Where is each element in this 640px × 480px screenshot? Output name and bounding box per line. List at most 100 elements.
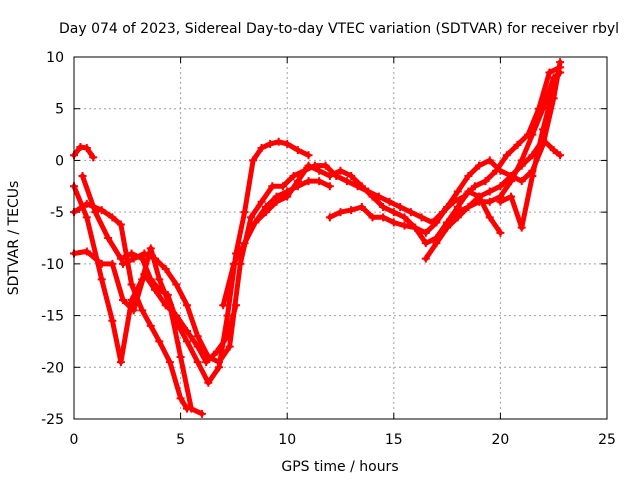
data-point-marker [464, 187, 473, 196]
data-point-marker [496, 166, 505, 175]
series-arc1 [70, 142, 98, 162]
data-point-marker [485, 156, 494, 165]
data-point-marker [475, 192, 484, 201]
data-point-marker [502, 151, 511, 160]
data-point-marker [496, 182, 505, 191]
data-point-marker [82, 199, 91, 208]
data-point-marker [82, 144, 91, 153]
data-point-marker [539, 104, 548, 113]
data-point-marker [539, 125, 548, 134]
data-point-marker [266, 139, 275, 148]
data-point-marker [274, 137, 283, 146]
data-point-marker [97, 275, 106, 284]
data-point-marker [91, 208, 100, 217]
data-point-marker [219, 301, 228, 310]
series-line [252, 178, 333, 225]
data-point-marker [496, 228, 505, 237]
data-point-marker [528, 171, 537, 180]
data-point-marker [411, 223, 420, 232]
data-point-marker [421, 254, 430, 263]
data-point-marker [155, 275, 164, 284]
series-arc12 [496, 84, 558, 232]
data-point-marker [246, 213, 255, 222]
data-point-marker [389, 218, 398, 227]
data-point-marker [176, 352, 185, 361]
grid-lines [74, 57, 607, 419]
data-point-marker [336, 166, 345, 175]
data-point-marker [127, 249, 136, 258]
y-tick-label: 10 [46, 50, 64, 66]
data-point-marker [182, 327, 191, 336]
data-point-marker [293, 146, 302, 155]
data-point-marker [481, 177, 490, 186]
data-point-marker [417, 213, 426, 222]
data-point-marker [406, 208, 415, 217]
data-point-marker [257, 144, 266, 153]
data-point-marker [163, 290, 172, 299]
data-point-marker [357, 202, 366, 211]
data-point-marker [549, 73, 558, 82]
data-point-marker [470, 182, 479, 191]
data-point-marker [155, 285, 164, 294]
x-tick-label: 10 [278, 432, 296, 448]
data-point-marker [140, 249, 149, 258]
data-point-marker [368, 213, 377, 222]
data-point-marker [240, 208, 249, 217]
data-point-marker [249, 156, 258, 165]
data-point-marker [347, 171, 356, 180]
x-tick-label: 0 [70, 432, 79, 448]
series-arc11 [432, 187, 505, 242]
series-arc8 [251, 177, 334, 227]
y-tick-label: -25 [41, 412, 64, 428]
data-point-marker [119, 259, 128, 268]
data-point-marker [453, 213, 462, 222]
data-point-marker [251, 218, 260, 227]
y-tick-label: 5 [55, 102, 64, 118]
y-tick-label: -10 [41, 257, 64, 273]
data-point-marker [97, 206, 106, 215]
data-point-marker [507, 177, 516, 186]
data-point-marker [507, 192, 516, 201]
data-point-marker [268, 182, 277, 191]
x-tick-label: 5 [176, 432, 185, 448]
data-point-marker [432, 234, 441, 242]
series-arc10 [421, 68, 565, 263]
data-point-marker [379, 213, 388, 222]
data-point-marker [283, 187, 292, 196]
data-point-marker [517, 156, 526, 165]
data-point-marker [496, 197, 505, 206]
data-point-marker [151, 254, 160, 263]
y-axis-label: SDTVAR / TECUs [6, 181, 22, 296]
data-point-marker [240, 239, 249, 248]
data-point-marker [116, 358, 125, 367]
data-point-marker [421, 228, 430, 237]
data-point-marker [182, 301, 191, 310]
chart-title: Day 074 of 2023, Sidereal Day-to-day VTE… [59, 21, 619, 37]
data-point-marker [129, 254, 138, 263]
data-point-marker [315, 177, 324, 186]
data-point-marker [182, 337, 191, 346]
data-point-marker [225, 342, 234, 351]
data-point-marker [556, 151, 565, 160]
data-point-marker [161, 265, 170, 274]
data-point-marker [379, 202, 388, 211]
data-point-marker [528, 130, 537, 139]
y-tick-label: -5 [50, 205, 64, 221]
x-axis-label: GPS time / hours [281, 459, 398, 475]
data-point-marker [193, 358, 202, 367]
data-point-marker [325, 171, 334, 180]
data-point-marker [443, 202, 452, 211]
data-point-marker [108, 259, 117, 268]
data-point-marker [272, 192, 281, 201]
data-point-marker [78, 171, 87, 180]
data-point-marker [116, 254, 125, 263]
data-point-marker [443, 218, 452, 227]
data-point-marker [108, 213, 117, 222]
data-point-marker [325, 182, 334, 191]
data-point-marker [347, 206, 356, 215]
data-point-marker [549, 84, 558, 93]
data-point-marker [155, 337, 164, 346]
data-point-marker [304, 161, 313, 170]
data-point-marker [174, 321, 183, 330]
data-point-marker [556, 58, 565, 67]
